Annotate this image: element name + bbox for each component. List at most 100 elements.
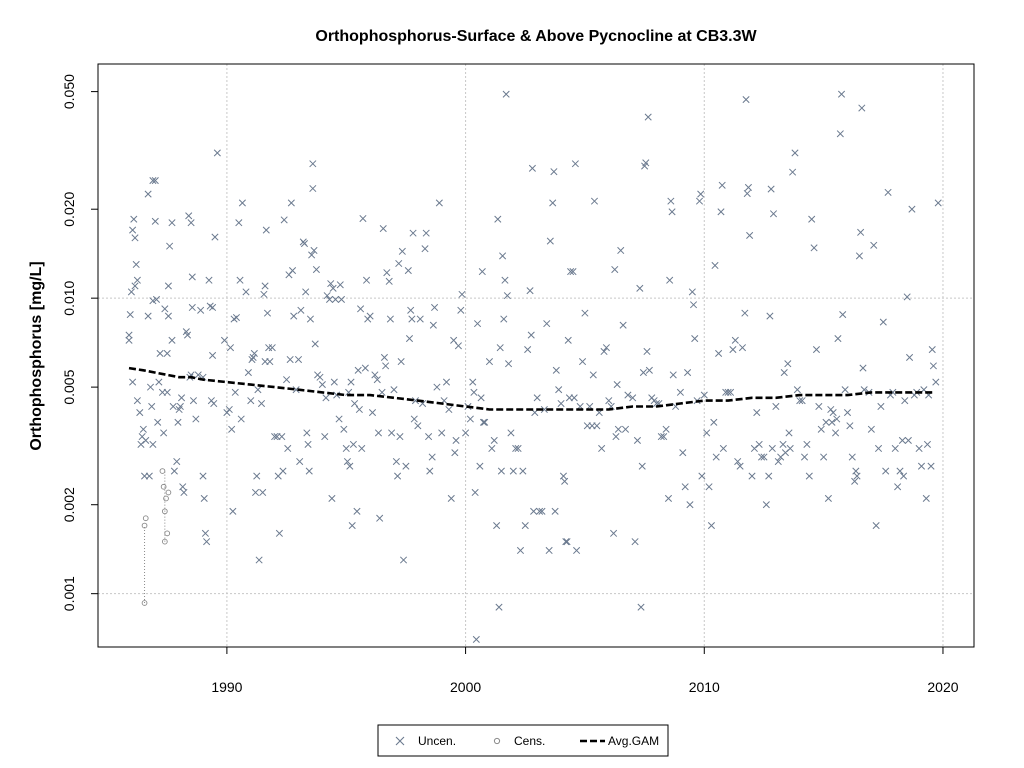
uncensored-point	[144, 190, 152, 198]
uncensored-point	[519, 467, 527, 475]
uncensored-point	[855, 252, 863, 260]
uncensored-point	[891, 444, 899, 453]
gam-trend-line	[128, 366, 934, 411]
uncensored-point	[303, 429, 311, 437]
uncensored-point	[642, 159, 650, 167]
censored-point	[164, 530, 171, 537]
uncensored-point	[526, 287, 534, 295]
uncensored-point	[410, 415, 418, 423]
uncensored-point	[346, 462, 354, 470]
uncensored-point	[388, 429, 396, 437]
uncensored-point	[325, 295, 334, 304]
uncensored-point	[396, 433, 404, 441]
uncensored-point	[662, 425, 670, 433]
uncensored-point	[689, 301, 698, 309]
uncensored-point	[142, 436, 150, 444]
legend-item-cens: Cens.	[493, 734, 545, 748]
uncensored-point	[251, 488, 260, 497]
uncensored-point	[894, 483, 902, 491]
uncensored-point	[163, 349, 171, 358]
censored-point	[161, 538, 168, 545]
uncensored-point	[166, 242, 174, 250]
uncensored-point	[462, 429, 470, 437]
uncensored-point	[300, 240, 309, 248]
data-layer	[125, 90, 942, 644]
uncensored-point	[248, 355, 256, 364]
uncensored-point	[395, 259, 403, 268]
uncensored-point	[366, 312, 374, 320]
uncensored-point	[521, 522, 529, 530]
uncensored-point	[288, 267, 297, 275]
uncensored-point	[726, 388, 735, 396]
uncensored-point	[131, 234, 139, 242]
uncensored-point	[874, 444, 883, 453]
uncensored-point	[502, 90, 510, 98]
uncensored-point	[237, 415, 245, 423]
uncensored-point	[302, 288, 310, 296]
uncensored-point	[151, 217, 159, 225]
uncensored-point	[161, 305, 169, 313]
uncensored-point	[312, 265, 320, 274]
uncensored-point	[311, 340, 319, 348]
uncensored-point	[715, 349, 723, 358]
uncensored-point	[851, 477, 859, 485]
uncensored-point	[235, 219, 243, 227]
uncensored-point	[176, 402, 184, 411]
uncensored-point	[473, 320, 482, 328]
legend-label-cens: Cens.	[514, 734, 545, 748]
uncensored-point	[408, 315, 416, 323]
uncensored-point	[479, 418, 488, 426]
uncensored-point	[211, 233, 219, 241]
uncensored-point	[213, 149, 221, 157]
uncensored-point	[593, 422, 601, 430]
uncensored-point	[753, 409, 761, 417]
uncensored-point	[810, 244, 818, 252]
uncensored-point	[132, 260, 140, 269]
uncensored-point	[785, 429, 793, 437]
uncensored-point	[697, 190, 705, 198]
uncensored-point	[348, 522, 356, 530]
uncensored-point	[927, 462, 935, 470]
uncensored-point	[631, 538, 639, 546]
uncensored-point	[731, 336, 739, 344]
uncensored-point	[249, 353, 257, 362]
uncensored-point	[185, 212, 193, 220]
uncensored-point	[385, 277, 393, 285]
uncensored-point	[676, 388, 684, 396]
uncensored-point	[433, 383, 441, 391]
uncensored-point	[815, 402, 823, 411]
uncensored-point	[294, 355, 303, 364]
censored-point	[141, 600, 148, 606]
uncensored-point	[279, 467, 287, 475]
uncensored-point	[824, 494, 832, 503]
uncensored-point	[808, 215, 816, 223]
uncensored-point	[304, 440, 312, 448]
uncensored-point	[889, 388, 897, 396]
uncensored-point	[741, 309, 749, 317]
uncensored-point	[734, 457, 742, 466]
uncensored-point	[361, 364, 369, 372]
uncensored-point	[598, 444, 606, 453]
uncensored-point	[800, 453, 809, 461]
uncensored-point	[857, 228, 865, 236]
uncensored-point	[308, 251, 316, 259]
uncensored-point	[617, 246, 625, 255]
uncensored-point	[447, 494, 455, 503]
uncensored-point	[691, 334, 699, 343]
uncensored-point	[379, 225, 387, 233]
uncensored-point	[507, 429, 515, 437]
uncensored-point	[271, 433, 279, 441]
uncensored-point	[442, 378, 451, 386]
uncensored-point	[287, 199, 295, 207]
uncensored-point	[900, 472, 908, 480]
uncensored-point	[342, 444, 350, 453]
uncensored-point	[858, 104, 866, 112]
uncensored-point	[859, 364, 867, 372]
uncensored-point	[746, 231, 754, 240]
uncensored-point	[280, 216, 288, 224]
uncensored-point	[206, 302, 214, 310]
uncensored-point	[664, 494, 673, 503]
uncensored-point	[470, 388, 478, 396]
uncensored-point	[932, 378, 940, 386]
